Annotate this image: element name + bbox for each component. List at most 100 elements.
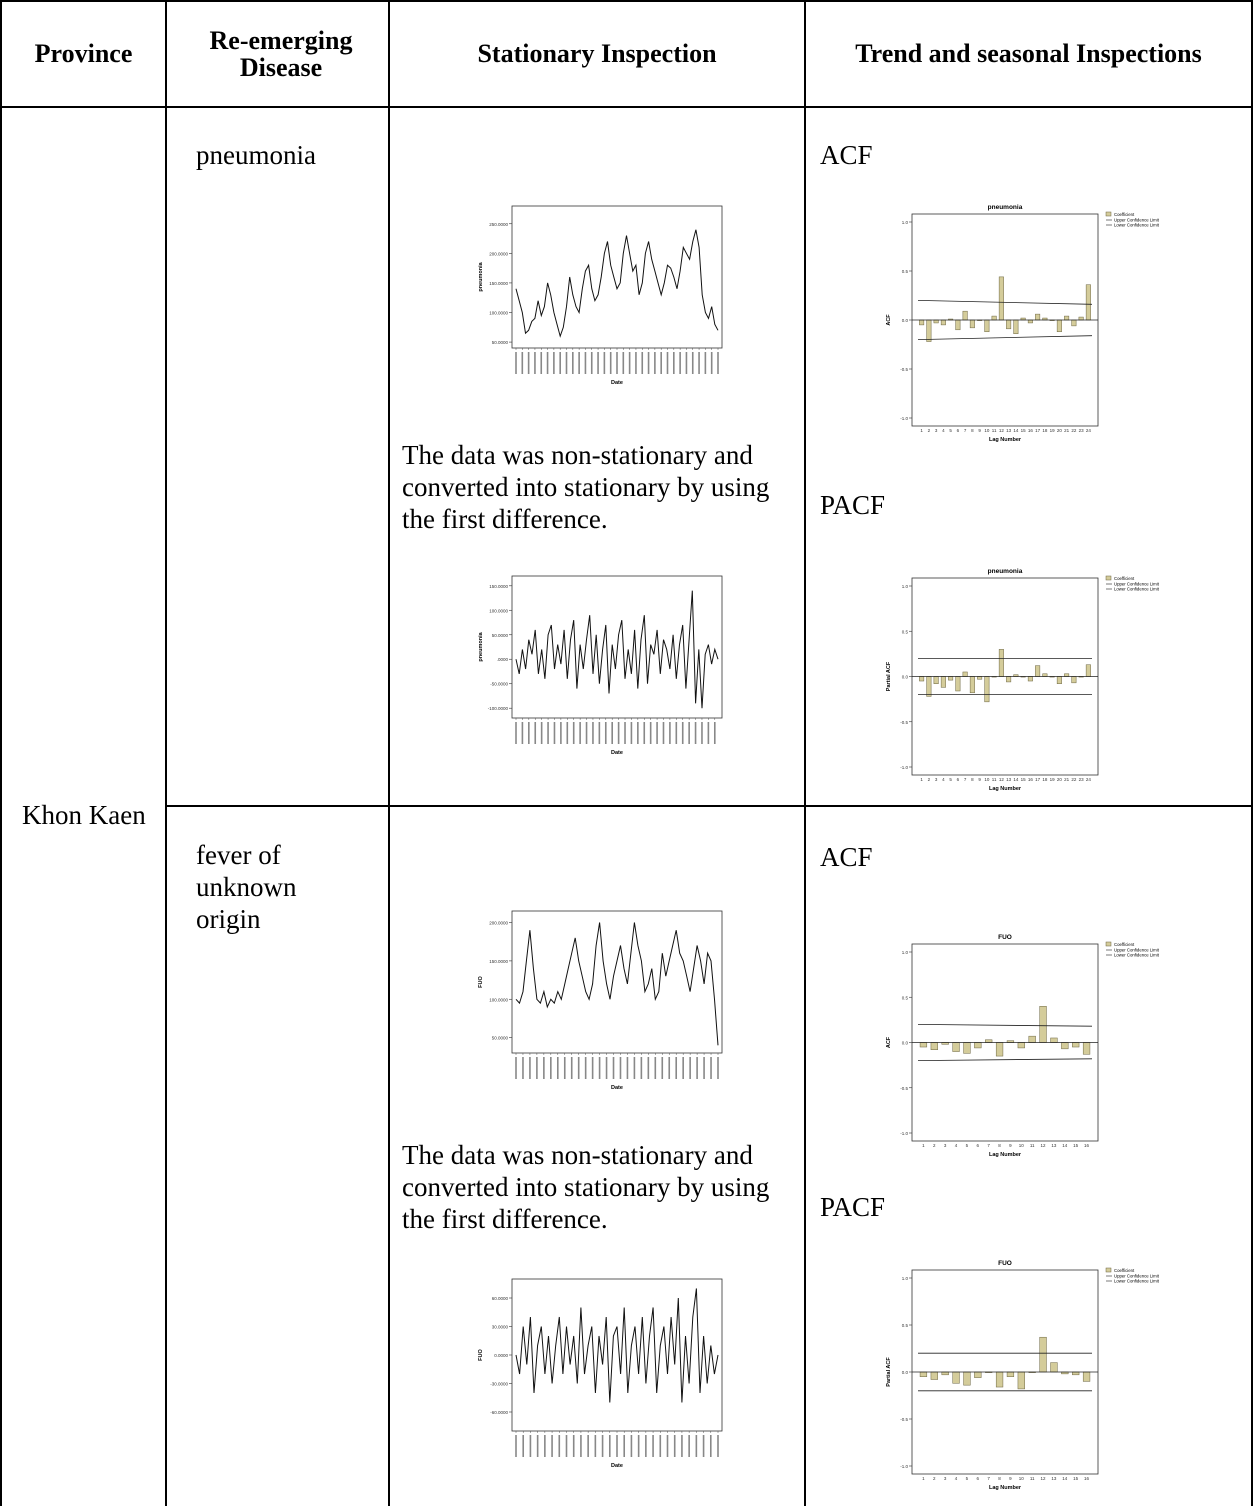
y-tick-label: 0.5 — [902, 629, 909, 634]
x-tick-label-mark — [585, 722, 588, 744]
y-tick-label: 50.0000 — [492, 340, 509, 345]
pneumonia-series-chart: 250.0000 200.0000 150.0000 100.0000 50.0000 D… — [478, 205, 723, 386]
coefficient-bar — [1056, 676, 1062, 684]
table-header-divider — [0, 106, 1253, 108]
coefficient-bar — [1006, 319, 1012, 330]
x-tick-label-mark — [685, 352, 688, 374]
y-tick-label: 250.0000 — [489, 222, 508, 227]
legend-label: Lower Confidence Limit — [1114, 1279, 1160, 1284]
x-tick-label-mark — [652, 1435, 654, 1457]
coefficient-bar — [1071, 319, 1077, 327]
x-axis-label: Lag Number — [989, 437, 1022, 443]
coefficient-bar — [1042, 673, 1048, 677]
x-tick-label-mark — [565, 1435, 568, 1457]
y-tick-label: -30.0000 — [490, 1382, 508, 1387]
x-tick-label: 20 — [1057, 428, 1063, 433]
x-tick-label-mark — [550, 1057, 552, 1079]
x-tick-label-mark — [609, 352, 612, 374]
x-tick-label: 1 — [922, 1476, 925, 1481]
x-tick-label: 5 — [949, 428, 952, 433]
coefficient-bar — [1056, 319, 1062, 333]
x-tick-label-mark — [622, 352, 625, 374]
y-tick-label: -1.0 — [900, 1131, 908, 1136]
coefficient-bar — [1061, 1042, 1069, 1050]
x-tick-label: 6 — [977, 1476, 980, 1481]
coefficient-bar — [1050, 1362, 1058, 1373]
fuo-series-chart: 200.0000 150.0000 100.0000 50.0000 Date FUO — [478, 910, 723, 1091]
x-tick-label-mark — [694, 722, 697, 744]
x-tick-label-mark — [601, 1435, 604, 1457]
x-tick-label: 17 — [1035, 428, 1041, 433]
legend-label: Coefficient — [1114, 1268, 1135, 1273]
y-tick-label: -0.5 — [900, 367, 908, 372]
coefficient-bar — [998, 649, 1004, 677]
x-tick-label-mark — [580, 1435, 582, 1457]
coefficient-bar — [1027, 319, 1033, 324]
header-province: Province — [34, 39, 133, 69]
y-tick-label: 0.5 — [902, 995, 909, 1000]
x-tick-label-mark — [673, 352, 675, 374]
x-tick-label-mark — [666, 352, 669, 374]
y-axis-label: FUO — [478, 1348, 484, 1360]
x-tick-label: 7 — [987, 1476, 990, 1481]
x-tick-label-mark — [521, 722, 524, 744]
x-tick-label: 5 — [966, 1476, 969, 1481]
y-tick-label: 50.0000 — [492, 633, 509, 638]
x-tick-label-mark — [566, 722, 569, 744]
x-tick-label-mark — [673, 1435, 676, 1457]
x-tick-label: 24 — [1086, 428, 1092, 433]
x-tick-label-mark — [598, 1057, 601, 1079]
y-axis-label: pneumonia — [478, 261, 484, 291]
x-tick-label: 6 — [977, 1143, 980, 1148]
y-axis-label: FUO — [478, 975, 484, 987]
x-tick-label-mark — [558, 1435, 561, 1457]
x-tick-label-mark — [612, 1057, 615, 1079]
y-tick-label: 150.0000 — [489, 959, 508, 964]
x-tick-label-mark — [534, 352, 536, 374]
x-tick-label-mark — [522, 1057, 524, 1079]
y-tick-label: 100.0000 — [489, 311, 508, 316]
x-tick-label: 16 — [1084, 1476, 1090, 1481]
coefficient-bar — [926, 676, 932, 697]
x-tick-label-mark — [695, 1435, 698, 1457]
x-tick-label-mark — [717, 1435, 719, 1457]
coefficient-bar — [1072, 1371, 1080, 1376]
table-border-top — [0, 0, 1253, 2]
coefficient-bar — [1006, 676, 1012, 683]
coefficient-bar — [1013, 319, 1019, 334]
x-tick-label-mark — [689, 1057, 691, 1079]
x-tick-label-mark — [540, 352, 543, 374]
x-tick-label-mark — [628, 352, 631, 374]
table-row-divider — [165, 805, 1253, 807]
x-tick-label-mark — [536, 1435, 539, 1457]
x-tick-label-mark — [668, 1057, 671, 1079]
x-tick-label: 7 — [964, 777, 967, 782]
x-tick-label-mark — [688, 1435, 690, 1457]
x-tick-label: 11 — [992, 777, 997, 782]
table-col-divider-1 — [165, 0, 167, 1506]
x-tick-label: 14 — [1062, 1476, 1068, 1481]
y-tick-label: 0.0 — [902, 1370, 909, 1375]
x-tick-label-mark — [696, 1057, 698, 1079]
x-tick-label-mark — [529, 1057, 531, 1079]
y-tick-label: 100.0000 — [489, 997, 508, 1002]
x-tick-label-mark — [691, 352, 694, 374]
y-axis-label: pneumonia — [478, 631, 484, 661]
x-tick-label-mark — [703, 1057, 705, 1079]
x-tick-label-mark — [556, 1057, 559, 1079]
y-tick-label: 0.5 — [902, 269, 909, 274]
x-tick-label-mark — [544, 1435, 546, 1457]
x-tick-label: 10 — [1019, 1476, 1025, 1481]
y-tick-label: 50.0000 — [492, 1036, 509, 1041]
x-tick-label: 3 — [935, 428, 938, 433]
x-tick-label-mark — [698, 352, 700, 374]
x-tick-label: 13 — [1051, 1143, 1057, 1148]
x-tick-label-mark — [579, 722, 581, 744]
x-tick-label: 4 — [942, 428, 945, 433]
coefficient-bar — [940, 676, 946, 688]
x-tick-label: 23 — [1079, 777, 1085, 782]
series-line — [515, 590, 719, 709]
coefficient-bar — [948, 676, 954, 681]
x-tick-label-mark — [647, 352, 650, 374]
